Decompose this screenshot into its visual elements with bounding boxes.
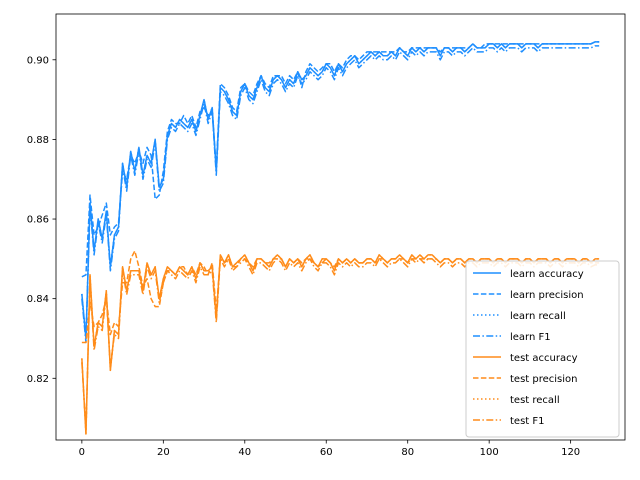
series-line-test-recall — [81, 254, 600, 435]
y-tick-label: 0.84 — [27, 294, 49, 305]
y-tick-label: 0.88 — [27, 135, 49, 146]
plot-frame — [55, 13, 626, 441]
x-tick-label: 80 — [401, 447, 414, 458]
series-line-test-f1 — [81, 258, 600, 431]
series-line-learn-f1 — [81, 45, 600, 344]
legend-label: learn accuracy — [510, 269, 584, 280]
legend-label: learn F1 — [510, 332, 551, 343]
x-tick-label: 40 — [238, 447, 251, 458]
x-tick-label: 100 — [480, 447, 499, 458]
x-tick-label: 120 — [561, 447, 580, 458]
legend-label: test accuracy — [510, 353, 578, 364]
legend-label: test precision — [510, 374, 578, 385]
y-tick-label: 0.82 — [27, 374, 49, 385]
y-tick-label: 0.86 — [27, 215, 49, 226]
x-tick-label: 0 — [79, 447, 85, 458]
legend-box — [465, 260, 620, 438]
x-tick-label: 20 — [157, 447, 170, 458]
series-layer — [81, 41, 600, 435]
legend-label: test recall — [510, 395, 560, 406]
y-axis: 0.82 0.84 0.86 0.88 0.90 — [27, 55, 56, 385]
x-tick-label: 60 — [320, 447, 333, 458]
legend-label: learn precision — [510, 290, 584, 301]
series-line-learn-recall — [81, 41, 600, 340]
legend-label: learn recall — [510, 311, 566, 322]
series-line-learn-precision — [81, 41, 600, 278]
y-tick-label: 0.90 — [27, 55, 49, 66]
legend: learn accuracy learn precision learn recal… — [465, 260, 620, 438]
x-axis: 0 20 40 60 80 100 120 — [79, 440, 580, 458]
legend-label: test F1 — [510, 416, 545, 427]
